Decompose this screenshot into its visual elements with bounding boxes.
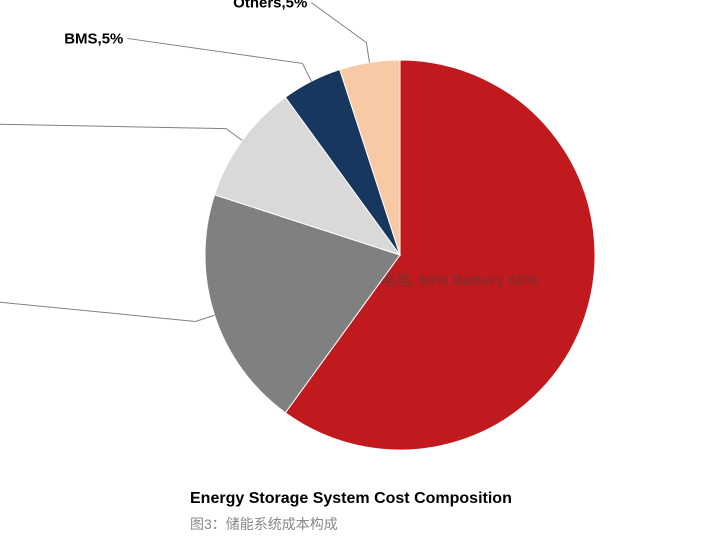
leader-bms [127,38,311,81]
chart-container: 电池, 60% Battery 60%Inverter 20%EMS,10%BM… [0,0,701,545]
caption-english: Energy Storage System Cost Composition [190,490,512,508]
leader-others [311,3,369,63]
slice-label-bms: BMS,5% [64,30,123,47]
pie-chart: 电池, 60% Battery 60%Inverter 20%EMS,10%BM… [0,0,701,545]
caption-chinese: 图3：储能系统成本构成 [190,514,338,534]
leader-ems [0,124,242,141]
leader-inverter [0,291,215,321]
slice-label-others: Others,5% [233,0,307,12]
slice-label-battery: 电池, 60% Battery 60% [380,271,538,289]
